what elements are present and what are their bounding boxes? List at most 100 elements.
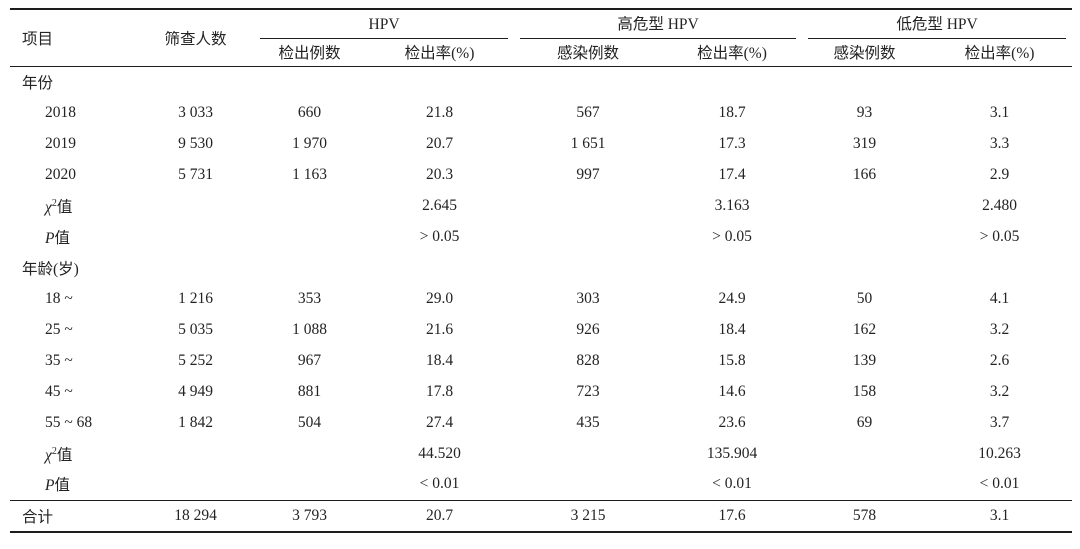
cell: 4.1 <box>989 289 1010 307</box>
cell: > 0.05 <box>419 227 460 245</box>
row-label: χ2值 <box>45 445 73 464</box>
cell <box>137 469 254 500</box>
header-group-row: 项目 筛查人数 HPV 高危型 HPV 低危型 HPV <box>10 9 1072 67</box>
col-group-high-risk-hpv: 高危型 HPV <box>514 9 802 39</box>
cell: 504 <box>297 413 322 431</box>
cell: 166 <box>852 165 877 183</box>
cell: 660 <box>297 103 322 121</box>
cell: 21.6 <box>425 320 454 338</box>
section-row: 年份 <box>10 66 1072 97</box>
cell: 17.4 <box>718 165 746 183</box>
cell <box>514 66 662 97</box>
row-label: P值 <box>45 229 70 247</box>
table-row: 2020 5 731 1 163 20.3 997 17.4 166 2.9 <box>10 159 1072 190</box>
cell <box>254 438 365 469</box>
table-row: 2018 3 033 660 21.8 567 18.7 93 3.1 <box>10 97 1072 128</box>
cell <box>514 252 662 283</box>
col-header-hr-rate: 检出率(%) <box>662 39 803 67</box>
table-header: 项目 筛查人数 HPV 高危型 HPV 低危型 HPV 检出例数 检出率(%) <box>10 9 1073 67</box>
table-row: χ2值 44.520 135.904 10.263 <box>10 438 1072 469</box>
cell <box>514 469 662 500</box>
cell: 69 <box>856 413 873 431</box>
row-label: 55 ~ 68 <box>45 413 93 431</box>
cell <box>137 438 254 469</box>
cell: 18.4 <box>425 351 454 369</box>
cell: 2.645 <box>422 196 457 214</box>
cell: 44.520 <box>418 444 461 462</box>
row-label: 45 ~ <box>45 382 73 400</box>
cell: 9 530 <box>178 134 213 152</box>
cell: 567 <box>576 103 600 121</box>
col-header-hpv-cases: 检出例数 <box>254 39 365 67</box>
cell: 20.7 <box>425 134 454 152</box>
cell: 4 949 <box>178 382 213 400</box>
cell: 15.8 <box>718 351 746 369</box>
cell: 3.2 <box>989 320 1010 338</box>
col-group-hpv: HPV <box>254 9 514 39</box>
cell: 723 <box>576 382 600 400</box>
cell <box>802 190 927 221</box>
cell: 27.4 <box>425 413 454 431</box>
cell <box>802 66 927 97</box>
row-label: 2019 <box>45 134 76 152</box>
cell: 926 <box>576 320 600 338</box>
col-group-low-risk-hpv: 低危型 HPV <box>802 9 1072 39</box>
cell <box>365 252 514 283</box>
cell: 5 731 <box>178 165 213 183</box>
section-row: 年龄(岁) <box>10 252 1072 283</box>
cell: 17.6 <box>662 499 803 532</box>
cell: 18 294 <box>137 499 254 532</box>
cell: 1 842 <box>178 413 213 431</box>
cell: 1 088 <box>292 320 327 338</box>
cell: 3.3 <box>989 134 1010 152</box>
cell: > 0.05 <box>979 227 1020 245</box>
cell: 10.263 <box>978 444 1021 462</box>
row-label: 25 ~ <box>45 320 73 338</box>
table-row: P值 > 0.05 > 0.05 > 0.05 <box>10 221 1072 252</box>
cell: 1 651 <box>570 134 606 152</box>
cell: 967 <box>297 351 322 369</box>
cell: 3.2 <box>989 382 1010 400</box>
cell <box>254 469 365 500</box>
cell: 303 <box>576 289 600 307</box>
cell: 1 216 <box>178 289 213 307</box>
cell <box>254 190 365 221</box>
group-label-low-risk: 低危型 HPV <box>896 16 978 33</box>
cell: 18.7 <box>718 103 746 121</box>
table-row: χ2值 2.645 3.163 2.480 <box>10 190 1072 221</box>
cell: 1 970 <box>292 134 327 152</box>
row-label: 18 ~ <box>45 289 73 307</box>
cell: 50 <box>856 289 873 307</box>
col-header-hpv-rate: 检出率(%) <box>365 39 515 67</box>
cell: 828 <box>576 351 600 369</box>
group-label-hpv: HPV <box>368 16 400 33</box>
cell: 5 252 <box>178 351 213 369</box>
col-header-screened: 筛查人数 <box>137 9 254 67</box>
cell: 158 <box>852 382 877 400</box>
row-label: 35 ~ <box>45 351 73 369</box>
cell: 162 <box>852 320 877 338</box>
cell: 353 <box>297 289 322 307</box>
cell <box>514 190 662 221</box>
cell: 5 035 <box>178 320 213 338</box>
cell <box>137 221 254 252</box>
table-row: 55 ~ 68 1 842 504 27.4 435 23.6 69 3.7 <box>10 407 1072 438</box>
cell <box>927 252 1072 283</box>
cell: 14.6 <box>718 382 746 400</box>
cell <box>802 438 927 469</box>
total-row: 合计 18 294 3 793 20.7 3 215 17.6 578 3.1 <box>10 499 1073 532</box>
row-label: 2018 <box>45 103 76 121</box>
col-header-hr-cases: 感染例数 <box>514 39 663 67</box>
row-label: χ2值 <box>45 197 73 216</box>
cell <box>802 221 927 252</box>
col-header-item: 项目 <box>10 9 137 67</box>
table-row: 45 ~ 4 949 881 17.8 723 14.6 158 3.2 <box>10 376 1072 407</box>
cell <box>802 252 927 283</box>
cell <box>254 252 365 283</box>
group-underline <box>520 38 797 39</box>
cell: 135.904 <box>706 444 758 462</box>
cell <box>662 252 802 283</box>
cell: 2.6 <box>989 351 1010 369</box>
cell: 17.8 <box>425 382 454 400</box>
